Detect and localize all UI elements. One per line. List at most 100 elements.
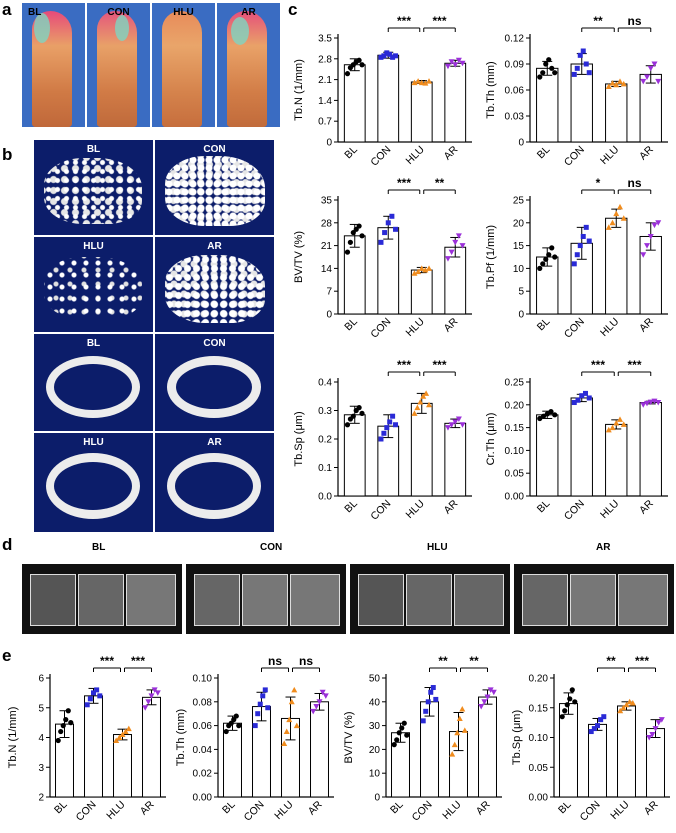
data-point [461,727,468,733]
data-point [433,696,439,702]
data-point [423,708,429,714]
data-point [552,70,558,76]
y-tick-label: 5 [38,703,44,714]
chart-c-cr-th: 0.00 0.05 0.10 0.15 0.20 0.25 Cr.Th (μm) BL CON H… [485,358,668,523]
data-point [151,687,158,693]
cortical-render-bl: BL [34,334,153,431]
data-point [420,393,427,399]
data-point [540,70,546,76]
data-point [236,723,242,729]
x-tick-label-hlu: HLU [404,498,427,521]
data-point [579,393,585,399]
x-tick-label-con: CON [368,498,393,523]
bar-hlu [605,83,628,143]
sig-label: ** [593,14,603,28]
y-tick-label: 0.06 [505,86,525,97]
y-tick-label: 35 [321,196,333,207]
y-tick-label: 0.05 [505,469,525,480]
data-point [293,722,300,729]
y-tick-label: 1.4 [318,96,332,107]
x-tick-label-hlu: HLU [608,799,631,822]
data-point [571,261,577,267]
x-tick-label-hlu: HLU [598,498,621,521]
x-tick-label-con: CON [242,799,267,824]
bar-con [570,397,593,497]
y-tick-label: 0.00 [529,793,549,804]
data-point [571,400,577,406]
sig-label: *** [627,358,641,372]
data-point [582,390,588,396]
sig-label: *** [100,654,114,668]
data-point [605,83,612,90]
bar-hlu [113,734,132,798]
data-point [430,685,436,691]
y-tick-label: 40 [369,697,381,708]
data-point [142,705,149,711]
data-point [87,696,93,702]
data-point [640,402,647,408]
data-point [417,398,424,405]
y-tick-label: 10 [513,264,525,275]
y-tick-label: 2 [38,793,44,804]
data-point [344,249,351,255]
data-point [569,687,575,693]
data-point [384,50,390,56]
data-point [609,219,616,226]
data-point [546,57,552,63]
data-point [422,267,429,273]
y-tick-label: 0.09 [505,60,525,71]
data-point [444,425,451,431]
data-point [65,708,71,714]
y-tick-label: 0.05 [529,763,549,774]
data-point [601,714,607,720]
vertebra-image-con [186,564,346,634]
data-point [91,690,96,696]
x-tick-label-con: CON [74,799,99,824]
y-tick-label: 0.08 [193,697,213,708]
x-tick-label-ar: AR [442,143,461,162]
y-axis-label: Tb.Th (mm) [175,709,187,766]
bar-ar [142,696,161,798]
data-point [116,734,123,740]
y-tick-label: 0.02 [193,769,213,780]
cortical-label-con: CON [203,338,226,349]
bar-hlu [617,705,636,798]
x-tick-label-bl: BL [342,498,360,516]
data-point [423,390,430,396]
vertebra-label-bl: BL [92,542,106,553]
data-point [620,80,627,87]
data-point [444,256,451,262]
data-point [459,705,466,712]
data-point [396,730,402,736]
data-point [426,78,433,84]
sig-label: *** [131,654,145,668]
y-axis-label: Tb.Th (mm) [485,61,497,118]
vertebra-label-ar: AR [596,542,611,553]
data-point [444,63,451,70]
data-point [344,71,351,77]
femur-image-con: CON [87,3,150,127]
y-tick-label: 21 [321,241,333,252]
sig-label: *** [432,358,446,372]
data-point [97,693,103,699]
data-point [549,65,555,71]
data-point [605,224,612,230]
sig-label: *** [635,654,649,668]
data-point [381,53,387,59]
x-tick-label-ar: AR [637,315,656,334]
bar-ar [639,73,662,143]
data-point [577,52,583,58]
data-point [543,256,549,262]
data-point [418,265,425,271]
data-point [544,411,550,417]
data-point [55,737,61,744]
data-point [644,243,651,249]
data-point [404,732,410,738]
data-point [459,60,466,67]
data-point [452,62,459,68]
data-point [426,401,433,408]
data-point [347,239,353,245]
data-point [425,699,431,705]
data-point [420,718,426,724]
y-tick-label: 3.5 [318,34,332,45]
